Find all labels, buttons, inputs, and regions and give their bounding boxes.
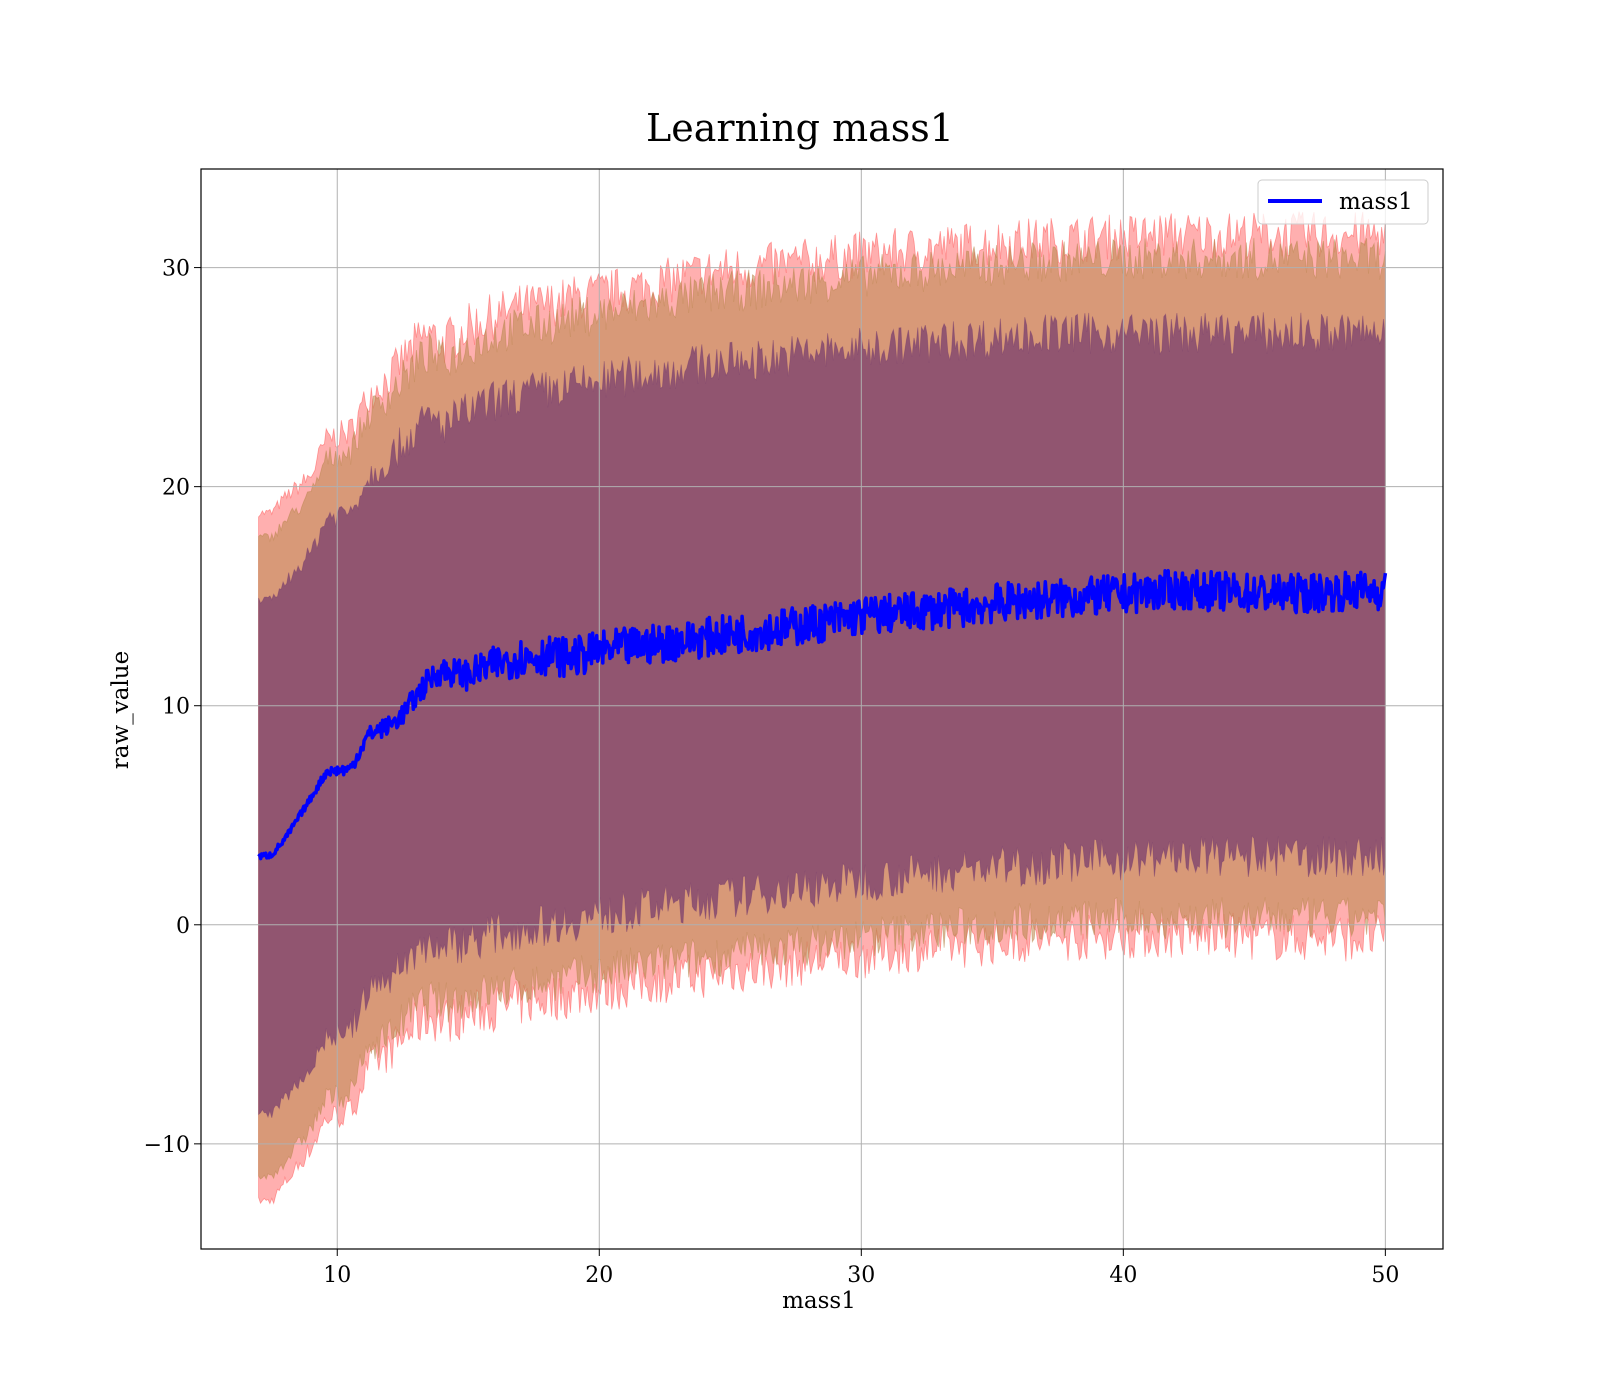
series-lines bbox=[257, 568, 1388, 861]
legend-box bbox=[1257, 179, 1429, 225]
series-line-mass1 bbox=[257, 568, 1388, 861]
confidence-bands bbox=[258, 211, 1386, 1205]
x-tick-label: 40 bbox=[1109, 1263, 1137, 1288]
x-axis-ticks: 10 20 30 40 50 bbox=[323, 1249, 1399, 1288]
y-tick-label: 30 bbox=[162, 257, 190, 282]
x-tick-label: 10 bbox=[323, 1263, 351, 1288]
y-tick-label: 10 bbox=[162, 695, 190, 720]
plot-frame bbox=[200, 168, 1444, 1250]
y-tick-label: −10 bbox=[144, 1133, 190, 1158]
legend: mass1 bbox=[1257, 179, 1429, 225]
x-tick-label: 20 bbox=[585, 1263, 613, 1288]
y-tick-label: 0 bbox=[176, 914, 190, 939]
x-tick-label: 30 bbox=[847, 1263, 875, 1288]
y-axis-label: raw_value bbox=[108, 651, 134, 769]
plot-area bbox=[200, 168, 1444, 1250]
y-tick-label: 20 bbox=[162, 476, 190, 501]
x-tick-label: 50 bbox=[1371, 1263, 1399, 1288]
legend-label-mass1: mass1 bbox=[1339, 189, 1413, 215]
x-axis-label: mass1 bbox=[782, 1288, 856, 1314]
y-axis-ticks: −10 0 10 20 30 bbox=[144, 257, 201, 1158]
chart-title: Learning mass1 bbox=[646, 106, 954, 150]
